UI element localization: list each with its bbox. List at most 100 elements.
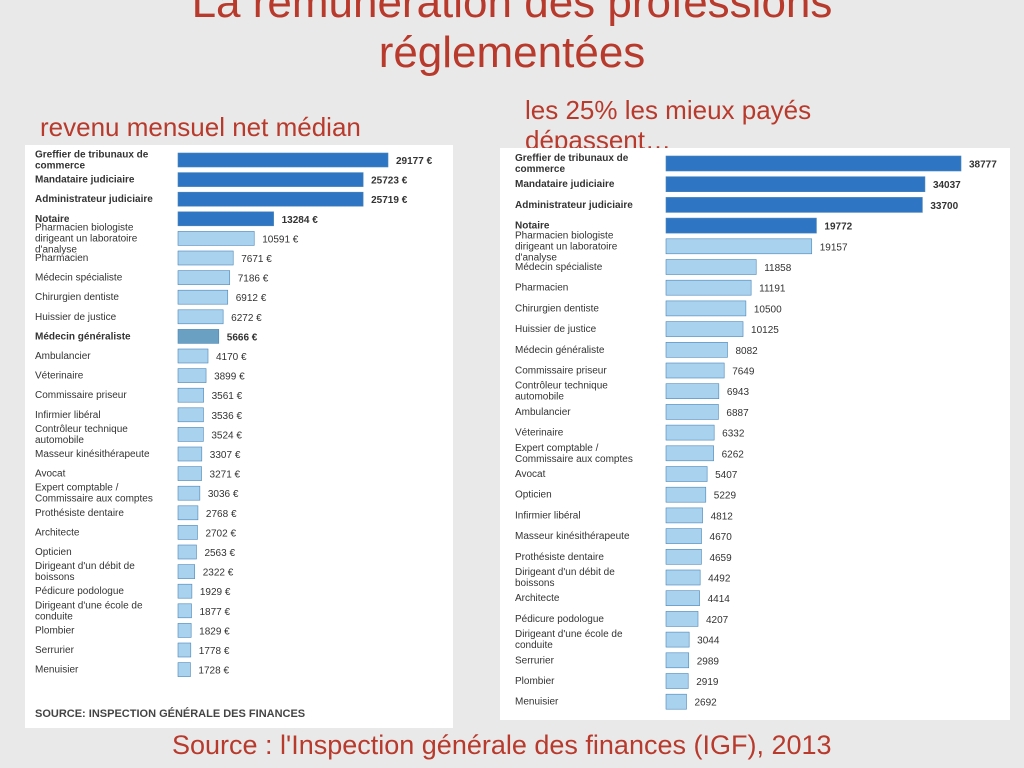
bar (177, 329, 220, 344)
page-title-line2: réglementées (378, 28, 646, 77)
bar (665, 424, 715, 441)
category-label: Huissier de justice (515, 324, 597, 335)
category-label: d'analyse (35, 244, 77, 255)
bar (665, 466, 708, 482)
value-label: 1877 € (200, 607, 231, 618)
category-label: Médecin généraliste (35, 331, 131, 342)
value-label: 5666 € (227, 332, 258, 343)
category-label: Médecin généraliste (515, 345, 605, 356)
bar (665, 404, 719, 420)
category-label: automobile (515, 392, 564, 403)
bar (177, 368, 207, 383)
category-label: Contrôleur technique (35, 424, 128, 435)
value-label: 4492 (708, 574, 731, 585)
category-label: Plombier (515, 676, 555, 687)
bar (665, 176, 926, 193)
category-label: Menuisier (35, 665, 79, 676)
median-income-chart-panel: Greffier de tribunaux de commerce 29177 € M… (25, 145, 453, 728)
category-label: Commissaire priseur (35, 390, 127, 401)
bar (665, 611, 699, 627)
bar (665, 590, 700, 607)
value-label: 19157 (820, 242, 848, 253)
value-label: 7649 (732, 367, 755, 378)
bar (177, 603, 192, 619)
right-chart-subtitle: les 25% les mieux payés dépassent… (525, 95, 811, 155)
category-label: Véterinaire (35, 371, 84, 382)
value-label: 8082 (735, 346, 758, 357)
category-label: Notaire (515, 221, 550, 232)
value-label: 11858 (764, 263, 792, 274)
value-label: 2989 (697, 656, 720, 667)
value-label: 2702 € (205, 528, 236, 539)
bar (177, 348, 209, 364)
category-label: boissons (35, 572, 74, 583)
category-label: Ambulancier (35, 351, 91, 362)
category-label: Masseur kinésithérapeute (35, 449, 150, 460)
bar (665, 652, 690, 669)
value-label: 4812 (711, 511, 734, 522)
category-label: Infirmier libéral (35, 410, 101, 421)
category-label: Plombier (35, 625, 75, 636)
value-label: 6912 € (236, 293, 267, 304)
bar (665, 259, 757, 275)
value-label: 5407 (715, 470, 738, 481)
value-label: 10591 € (262, 234, 299, 245)
value-label: 1929 € (200, 587, 231, 598)
category-label: Chirurgien dentiste (35, 292, 119, 303)
category-label: Médecin spécialiste (515, 262, 603, 273)
category-label: Pharmacien biologiste (515, 230, 614, 241)
value-label: 25719 € (371, 195, 408, 206)
value-label: 13284 € (282, 215, 319, 226)
category-label: Dirigeant d'un débit de (35, 561, 135, 572)
value-label: 19772 (824, 222, 852, 233)
category-label: Serrurier (515, 655, 555, 666)
category-label: Pharmacien (515, 283, 568, 294)
bar (177, 564, 196, 579)
category-label: Infirmier libéral (515, 510, 581, 521)
top-quartile-chart-panel: Greffier de tribunaux de commerce 38777 Man… (500, 148, 1010, 720)
category-label: Opticien (35, 547, 72, 558)
value-label: 29177 € (396, 156, 433, 167)
value-label: 2768 € (206, 509, 237, 520)
value-label: 1728 € (198, 666, 229, 677)
bar (177, 152, 389, 168)
bar (665, 300, 747, 317)
value-label: 7671 € (241, 254, 272, 265)
category-label: Prothésiste dentaire (515, 552, 604, 563)
category-label: Commissaire aux comptes (35, 494, 153, 505)
category-label: Pédicure podologue (35, 586, 124, 597)
bar (665, 342, 728, 358)
value-label: 3536 € (211, 411, 242, 422)
bar (665, 569, 701, 586)
value-label: 3561 € (212, 391, 243, 402)
right-chart-subtitle-line1: les 25% les mieux payés (525, 95, 812, 125)
category-label: Chirurgien dentiste (515, 303, 599, 314)
source-footer: Source : l'Inspection générale des finan… (172, 730, 832, 760)
category-label: Véterinaire (515, 428, 564, 439)
bar (665, 217, 817, 234)
left-chart-subtitle: revenu mensuel net médian (40, 112, 361, 142)
category-label: Mandataire judiciaire (35, 175, 135, 186)
bar (177, 485, 201, 501)
category-label: Prothésiste dentaire (35, 508, 124, 519)
value-label: 6272 € (231, 313, 262, 324)
category-label: Administrateur judiciaire (515, 200, 633, 211)
bar (177, 583, 193, 599)
category-label: Greffier de tribunaux de (35, 150, 149, 161)
category-label: Notaire (35, 214, 70, 225)
category-label: boissons (515, 578, 554, 589)
bar (665, 631, 690, 648)
category-label: Pédicure podologue (515, 614, 604, 625)
category-label: Contrôleur technique (515, 381, 608, 392)
category-label: Administrateur judiciaire (35, 194, 153, 205)
bar (177, 544, 197, 560)
value-label: 1829 € (199, 626, 230, 637)
value-label: 3044 (697, 636, 720, 647)
category-label: conduite (35, 611, 73, 622)
category-label: Mandataire judiciaire (515, 179, 615, 190)
category-label: Masseur kinésithérapeute (515, 531, 630, 542)
category-label: Opticien (515, 490, 552, 501)
value-label: 2692 (694, 698, 717, 709)
bar (177, 309, 224, 325)
value-label: 6943 (727, 387, 750, 398)
